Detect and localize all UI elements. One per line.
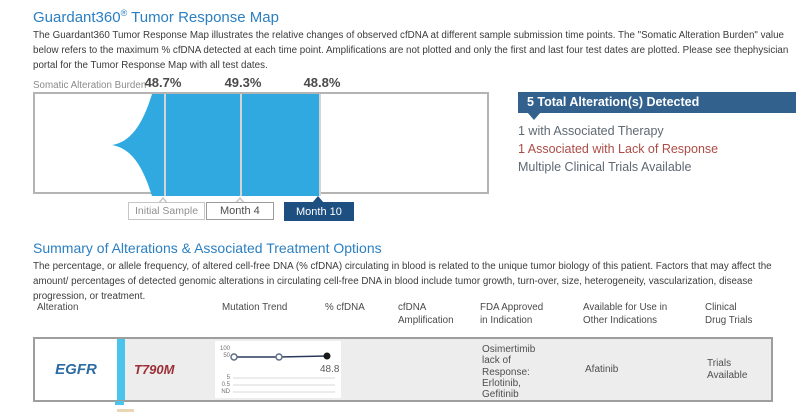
timeline-label-month-10-selected[interactable]: Month 10 (284, 202, 354, 221)
next-row-accent-peek (115, 401, 124, 405)
mutation-trend-sparkline: 100 50 5 0.5 ND (215, 341, 341, 398)
timeline-label-month-4[interactable]: Month 4 (206, 202, 274, 220)
tumor-response-map-chart (33, 92, 489, 196)
brand-name: Guardant360 (33, 9, 121, 26)
column-header-cfdna: % cfDNA (325, 302, 365, 313)
trend-line-graph (230, 352, 335, 393)
column-header-fda-approved: FDA Approved in Indication (480, 302, 544, 326)
summary-heading: Summary of Alterations & Associated Trea… (33, 240, 382, 256)
trend-tick-50: 50 (223, 353, 230, 359)
cfdna-stream-shape (112, 94, 321, 196)
trend-tick-100: 100 (219, 346, 230, 352)
panel-pointer-triangle (527, 112, 541, 120)
alterations-detected-header: 5 Total Alteration(s) Detected (518, 92, 796, 113)
gene-accent-bar (117, 339, 125, 400)
trend-tick-0-5: 0.5 (221, 382, 230, 388)
fda-approved-cell: Osimertimib lack of Response: Erlotinib,… (482, 344, 536, 401)
burden-value-month-4: 49.3% (224, 75, 262, 90)
burden-value-initial-sample: 48.7% (144, 75, 182, 90)
column-header-alteration: Alteration (37, 302, 79, 313)
gene-cell: EGFR (35, 339, 117, 400)
table-row-egfr-t790m: EGFR T790M 100 50 5 0.5 ND 48.8 Osimerti… (33, 337, 773, 402)
timeline-pointer-initial-inner (159, 198, 167, 204)
registered-mark: ® (120, 8, 128, 18)
associated-therapy-line: 1 with Associated Therapy (518, 124, 664, 138)
summary-body-text: The percentage, or allele frequency, of … (33, 261, 772, 302)
clinical-trials-cell: Trials Available (707, 358, 748, 381)
lack-of-response-line: 1 Associated with Lack of Response (518, 142, 719, 156)
next-row-faint-text (117, 409, 134, 412)
other-indications-cell: Afatinib (585, 364, 619, 375)
page-title: Guardant360® Tumor Response Map (33, 8, 279, 26)
somatic-alteration-burden-label: Somatic Alteration Burden (33, 80, 147, 91)
column-header-clinical-drug-trials: Clinical Drug Trials (705, 302, 753, 326)
mutation-label: T790M (134, 362, 175, 377)
intro-text: The Guardant360 Tumor Response Map illus… (33, 30, 789, 71)
column-header-cfdna-amplification: cfDNA Amplification (398, 302, 454, 326)
cfdna-percent-value: 48.8 (320, 364, 340, 375)
column-header-mutation-trend: Mutation Trend (222, 302, 288, 313)
trend-tick-5: 5 (226, 375, 230, 381)
burden-value-month-10: 48.8% (303, 75, 341, 90)
timeline-pointer-month-10 (312, 196, 324, 203)
title-rest: Tumor Response Map (127, 9, 279, 26)
clinical-trials-line: Multiple Clinical Trials Available (518, 160, 692, 174)
timeline-label-initial-sample[interactable]: Initial Sample (128, 202, 206, 220)
column-header-other-indications: Available for Use in Other Indications (583, 302, 668, 326)
timeline-pointer-month-4-inner (236, 198, 244, 204)
trend-tick-nd: ND (221, 389, 230, 395)
